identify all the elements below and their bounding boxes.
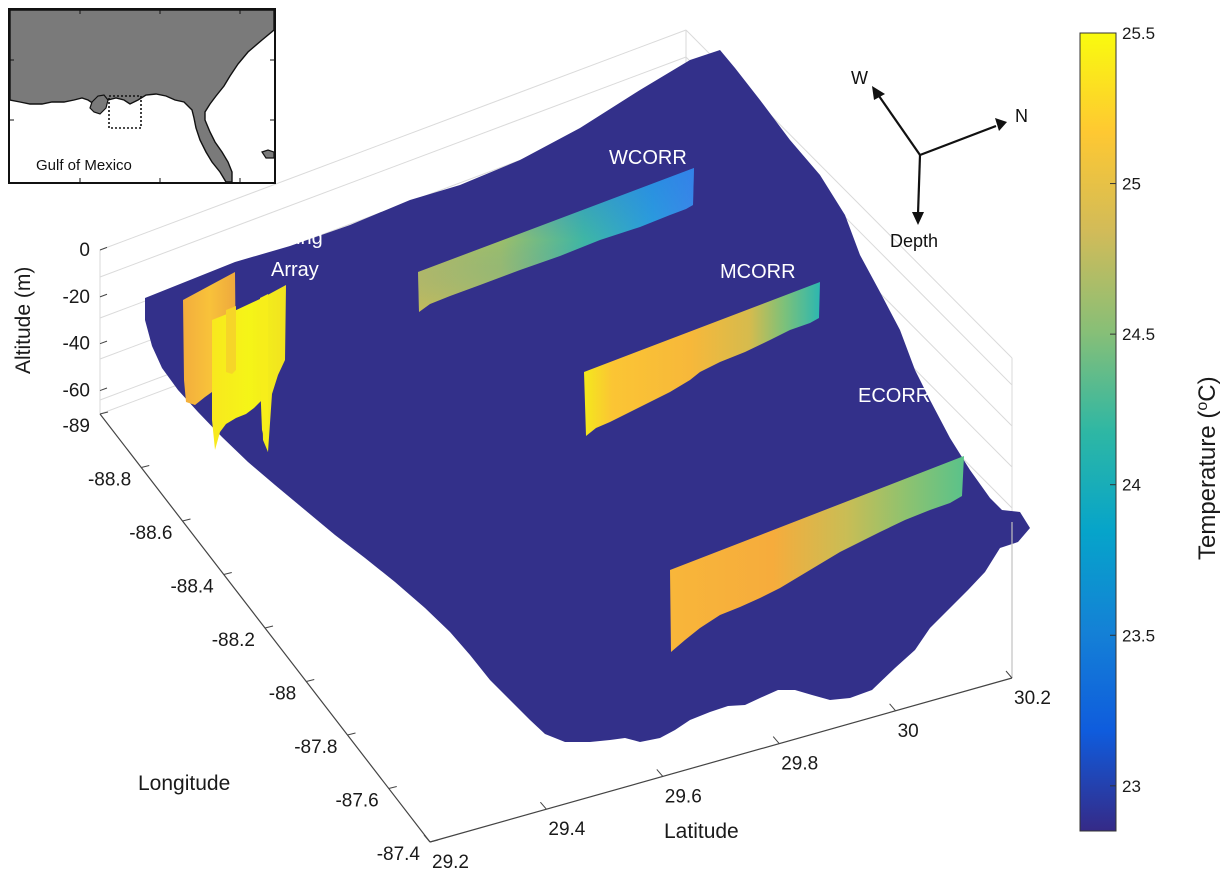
y-tick-mark — [99, 411, 109, 415]
z-tick-mark — [99, 293, 108, 298]
x-tick-label: 29.8 — [781, 754, 818, 775]
y-axis-ticks: -89 -88.8 -88.6 -88.4 -88.2 -88 -87.8 -87.6 -87.… — [63, 411, 439, 865]
y-tick-label: -89 — [63, 416, 90, 437]
colorbar-tick-label: 23.5 — [1122, 626, 1155, 645]
x-tick-label: 29.6 — [665, 786, 702, 807]
z-tick-mark — [99, 340, 108, 345]
z-axis-ticks: 0 -20 -40 -60 — [63, 240, 108, 402]
compass-label-w: W — [851, 68, 868, 88]
x-tick-label: 30 — [898, 721, 919, 742]
x-tick-mark — [423, 834, 431, 843]
x-tick-mark — [1005, 670, 1013, 679]
y-axis-label: Longitude — [138, 772, 230, 795]
x-axis-label: Latitude — [664, 820, 739, 843]
y-tick-label: -87.4 — [377, 844, 421, 865]
study-area-box — [108, 95, 142, 129]
colorbar-gradient — [1079, 32, 1117, 832]
y-tick-mark — [388, 786, 397, 789]
z-tick-mark — [99, 387, 108, 392]
x-tick-mark — [889, 703, 896, 712]
inset-delta — [89, 94, 109, 115]
x-tick-mark — [772, 736, 780, 744]
transect-mcorr — [584, 282, 820, 436]
x-tick-mark — [540, 801, 547, 810]
y-tick-label: -88.4 — [170, 577, 214, 598]
colorbar-tick-label: 24 — [1122, 476, 1141, 495]
x-tick-mark — [656, 769, 664, 777]
y-tick-mark — [347, 732, 356, 736]
y-tick-mark — [264, 625, 274, 629]
orientation-compass: W N Depth — [851, 68, 1028, 251]
annotation-ecorr: ECORR — [858, 385, 930, 407]
compass-label-depth: Depth — [890, 231, 938, 251]
y-tick-label: -87.6 — [335, 791, 378, 812]
x-tick-label: 29.2 — [432, 852, 469, 873]
x-axis-ticks: 29.2 29.4 29.6 29.8 30 30.2 — [423, 670, 1051, 873]
y-tick-label: -88.2 — [212, 630, 255, 651]
transect-ecorr — [670, 456, 964, 652]
y-tick-label: -88.6 — [129, 523, 172, 544]
y-tick-mark — [429, 839, 439, 843]
x-tick-label: 29.4 — [548, 819, 585, 840]
colorbar-tick-label: 25.5 — [1122, 24, 1155, 43]
transect-mixing-array — [183, 272, 286, 452]
inset-label: Gulf of Mexico — [36, 157, 132, 174]
annotation-mcorr: MCORR — [720, 261, 796, 283]
y-tick-label: -88 — [269, 684, 296, 705]
colorbar: 23 23.5 24 24.5 25 25.5 Temperature (oC) — [1079, 24, 1221, 832]
z-tick-mark — [99, 246, 108, 251]
annotation-wcorr: WCORR — [609, 147, 687, 169]
annotation-mixing-array-line2: Array — [271, 259, 319, 281]
x-tick-label: 30.2 — [1014, 688, 1051, 709]
z-tick-label: -40 — [63, 334, 90, 355]
colorbar-tick-label: 25 — [1122, 175, 1141, 194]
y-tick-label: -87.8 — [294, 737, 337, 758]
colorbar-tick-label: 24.5 — [1122, 325, 1155, 344]
inset-map: Gulf of Mexico — [8, 8, 276, 184]
z-axis-label: Altitude (m) — [12, 267, 35, 374]
y-tick-mark — [306, 679, 315, 682]
z-tick-label: -60 — [63, 381, 90, 402]
annotation-mixing-array-line1: Mixing — [265, 227, 323, 249]
colorbar-ticks: 23 23.5 24 24.5 25 25.5 — [1110, 24, 1155, 796]
y-tick-mark — [182, 518, 191, 522]
transect-wcorr — [418, 168, 694, 312]
y-tick-mark — [223, 572, 232, 575]
y-tick-label: -88.8 — [88, 470, 131, 491]
z-tick-label: -20 — [63, 287, 90, 308]
compass-label-n: N — [1015, 106, 1028, 126]
inset-land — [9, 9, 275, 183]
y-tick-mark — [141, 465, 150, 468]
z-tick-label: 0 — [79, 240, 90, 261]
colorbar-tick-label: 23 — [1122, 777, 1141, 796]
colorbar-label: Temperature (oC) — [1194, 376, 1221, 560]
